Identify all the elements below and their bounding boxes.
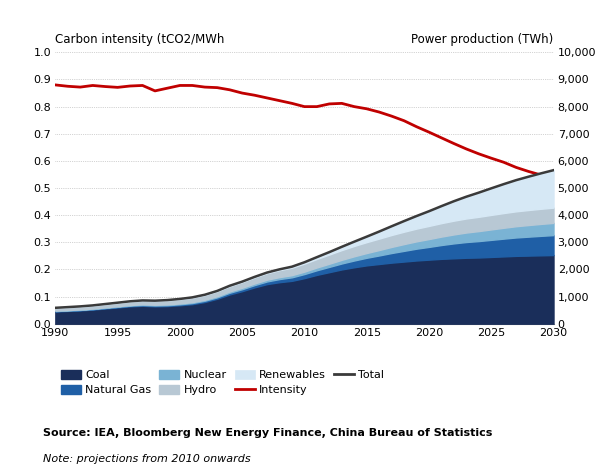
Text: Carbon intensity (tCO2/MWh: Carbon intensity (tCO2/MWh xyxy=(55,32,224,46)
Text: Power production (TWh): Power production (TWh) xyxy=(411,32,554,46)
Text: Source: IEA, Bloomberg New Energy Finance, China Bureau of Statistics: Source: IEA, Bloomberg New Energy Financ… xyxy=(43,427,493,437)
Legend: Coal, Natural Gas, Nuclear, Hydro, Renewables, Intensity, Total: Coal, Natural Gas, Nuclear, Hydro, Renew… xyxy=(61,370,384,395)
Text: Note: projections from 2010 onwards: Note: projections from 2010 onwards xyxy=(43,454,251,464)
